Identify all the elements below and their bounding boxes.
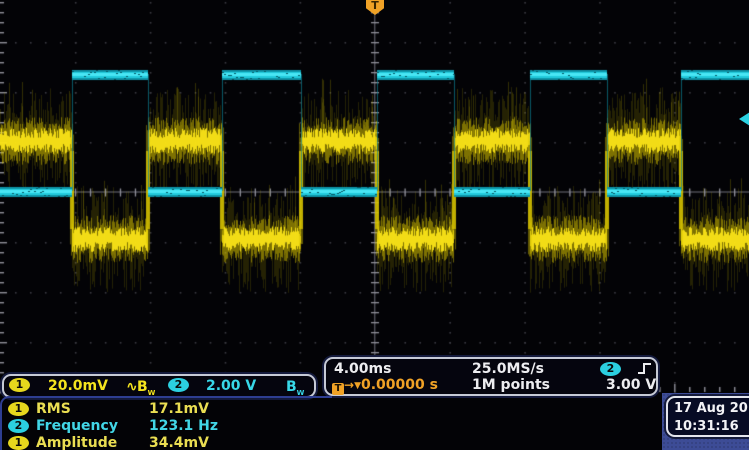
channel1-badge: 1 xyxy=(8,436,29,450)
trigger-position-marker-icon: T xyxy=(366,0,384,15)
measurement-row-amplitude: 1 Amplitude 34.4mV xyxy=(6,435,326,450)
timebase-readout: 4.00ms xyxy=(334,361,392,377)
record-length-readout: 1M points xyxy=(472,377,550,393)
channel2-badge: 2 xyxy=(8,419,29,433)
trigger-position-readout: T →▼0.00000 s xyxy=(332,377,438,395)
horizontal-trigger-readout-box: 4.00ms 25.0MS/s 2 T →▼0.00000 s 1M points… xyxy=(324,357,658,396)
trigger-slope-rising-icon xyxy=(638,363,651,374)
measurements-zone: 1 RMS 17.1mV 2 Frequency 123.1 Hz 1 Ampl… xyxy=(0,396,332,450)
measurement-row-rms: 1 RMS 17.1mV xyxy=(6,401,326,417)
sample-rate-readout: 25.0MS/s xyxy=(472,361,545,377)
channel2-bandwidth-icon: BW xyxy=(286,379,305,397)
channel2-badge: 2 xyxy=(168,378,189,392)
channel1-bandwidth-icon: BW xyxy=(137,379,156,397)
trigger-source-badge: 2 xyxy=(600,362,621,376)
trigger-level-readout: 3.00 V xyxy=(606,377,657,393)
measurement-value: 34.4mV xyxy=(149,435,209,450)
channel1-scale: 20.0mV xyxy=(48,378,108,394)
measurement-label: Frequency xyxy=(36,418,118,434)
trigger-t-icon: T xyxy=(332,383,344,395)
measurement-value: 17.1mV xyxy=(149,401,209,417)
channel-readout-box: 1 20.0mV ∿ BW 2 2.00 V BW xyxy=(2,374,316,398)
measurement-value: 123.1 Hz xyxy=(149,418,219,434)
measurement-label: RMS xyxy=(36,401,71,417)
date-text: 17 Aug 20 xyxy=(674,401,748,416)
trigger-level-arrow-icon xyxy=(739,112,749,126)
channel1-badge: 1 xyxy=(9,378,30,392)
datetime-box: 17 Aug 20 10:31:16 xyxy=(666,396,749,437)
channel2-scale: 2.00 V xyxy=(206,378,257,394)
measurement-label: Amplitude xyxy=(36,435,118,450)
measurement-row-frequency: 2 Frequency 123.1 Hz xyxy=(6,418,326,434)
time-text: 10:31:16 xyxy=(674,419,739,434)
channel1-coupling-icon: ∿ xyxy=(126,379,138,395)
channel1-badge: 1 xyxy=(8,402,29,416)
